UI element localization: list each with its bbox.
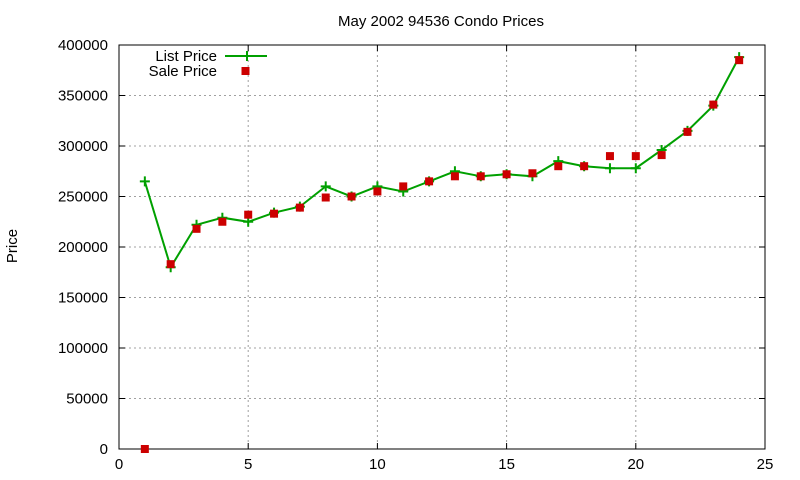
list-price-point bbox=[604, 163, 615, 174]
sale-price-point bbox=[631, 152, 640, 161]
x-tick-label: 20 bbox=[627, 456, 644, 473]
grid bbox=[119, 45, 765, 449]
y-tick-label: 50000 bbox=[66, 391, 108, 408]
sale-price-point bbox=[399, 182, 408, 191]
legend-entry-sale-price: Sale Price bbox=[149, 63, 217, 80]
axis-ticks: 0 50000 100000 150000 200000 250000 300000 3500… bbox=[58, 37, 773, 473]
y-tick-label: 200000 bbox=[58, 239, 108, 256]
sale-price-point bbox=[166, 260, 175, 269]
y-axis-label: Price bbox=[4, 229, 21, 263]
sale-price-point bbox=[321, 193, 330, 202]
y-tick-label: 250000 bbox=[58, 189, 108, 206]
y-tick-label: 150000 bbox=[58, 290, 108, 307]
sale-price-point bbox=[270, 209, 279, 218]
x-tick-label: 5 bbox=[244, 456, 252, 473]
sale-price-point bbox=[218, 217, 227, 226]
sale-price-point bbox=[295, 203, 304, 212]
sale-price-point bbox=[425, 177, 434, 186]
sale-price-point bbox=[528, 169, 537, 178]
series bbox=[139, 52, 745, 453]
sale-price-point bbox=[580, 162, 589, 171]
list-price-point bbox=[630, 163, 641, 174]
sale-price-point bbox=[657, 151, 666, 160]
y-tick-label: 350000 bbox=[58, 88, 108, 105]
sale-price-point bbox=[192, 224, 201, 233]
legend-marker-list-price bbox=[242, 51, 252, 61]
x-tick-label: 25 bbox=[757, 456, 774, 473]
x-tick-label: 15 bbox=[498, 456, 515, 473]
sale-price-point bbox=[476, 172, 485, 181]
chart-title: May 2002 94536 Condo Prices bbox=[338, 13, 544, 30]
sale-price-point bbox=[502, 170, 511, 179]
y-tick-label: 300000 bbox=[58, 138, 108, 155]
sale-price-point bbox=[605, 152, 614, 161]
y-tick-label: 100000 bbox=[58, 340, 108, 357]
sale-price-point bbox=[347, 192, 356, 201]
y-tick-label: 400000 bbox=[58, 37, 108, 54]
legend: List Price Sale Price bbox=[149, 48, 267, 80]
sale-price-point bbox=[373, 187, 382, 196]
legend-marker-sale-price bbox=[241, 67, 250, 75]
list-price-line bbox=[143, 56, 741, 270]
list-price-point bbox=[320, 181, 331, 192]
sale-price-point bbox=[244, 210, 253, 219]
sale-price-point bbox=[140, 445, 149, 453]
sale-price-point bbox=[554, 162, 563, 171]
legend-entry-list-price: List Price bbox=[155, 48, 217, 65]
x-tick-label: 10 bbox=[369, 456, 386, 473]
sale-price-point bbox=[709, 100, 718, 109]
y-tick-label: 0 bbox=[100, 441, 108, 458]
list-price-point bbox=[139, 176, 150, 187]
sale-price-point bbox=[450, 172, 459, 181]
sale-price-point bbox=[683, 127, 692, 136]
x-tick-label: 0 bbox=[115, 456, 123, 473]
plot-frame bbox=[118, 44, 766, 450]
sale-price-point bbox=[735, 56, 744, 65]
